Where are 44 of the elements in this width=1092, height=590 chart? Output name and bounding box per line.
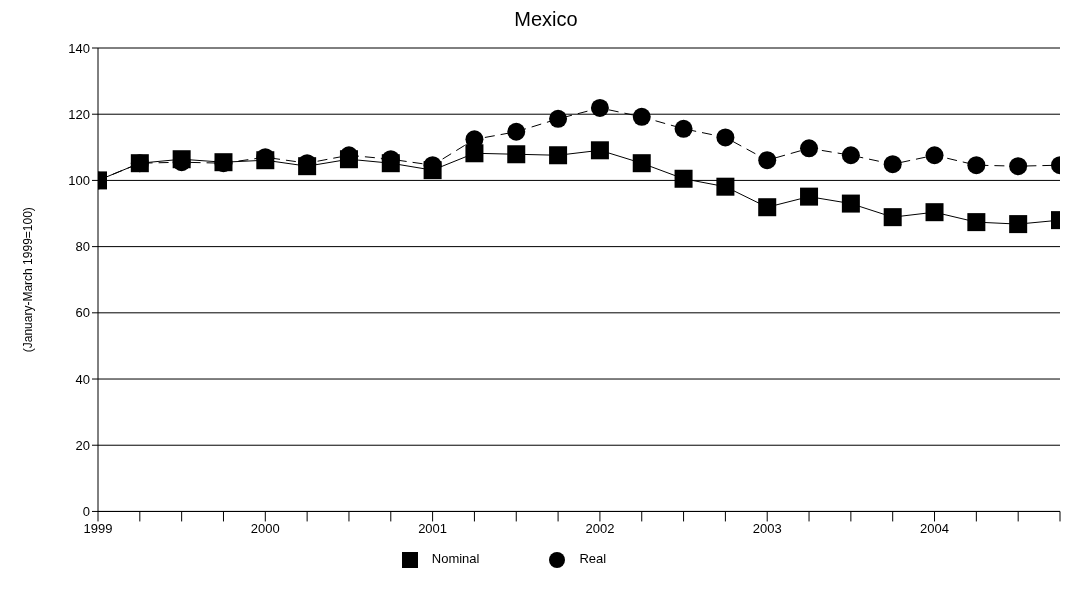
point [883, 155, 902, 174]
point [507, 145, 526, 164]
x-tick-label: 2000 [250, 520, 280, 536]
point [632, 154, 651, 173]
point [841, 146, 860, 165]
x-tick-label: 1999 [83, 520, 113, 536]
point [800, 187, 819, 206]
point [716, 128, 735, 147]
x-tick-label: 2001 [418, 520, 448, 536]
point [758, 151, 777, 170]
legend-label: Real [579, 551, 607, 567]
point [632, 107, 651, 126]
y-tick-label: 100 [68, 173, 90, 189]
y-tick-label: 80 [75, 239, 90, 255]
x-tick-label: 2004 [920, 520, 949, 536]
point [1009, 157, 1028, 176]
point [549, 109, 568, 128]
y-tick-label: 60 [75, 305, 90, 321]
point [507, 122, 526, 141]
point [925, 203, 944, 222]
point [800, 139, 819, 158]
y-tick-label: 40 [75, 371, 90, 387]
point [674, 119, 693, 138]
x-tick-label: 2002 [585, 520, 615, 536]
point [590, 141, 609, 160]
point [967, 213, 986, 232]
legend-label: Nominal [431, 551, 480, 567]
point [925, 146, 944, 165]
y-axis-title: (January-March 1999=100) [21, 207, 36, 353]
point [883, 208, 902, 227]
point [716, 177, 735, 196]
point [758, 198, 777, 217]
point [590, 98, 609, 117]
point [549, 146, 568, 165]
chart-title: Mexico [513, 8, 579, 32]
y-tick-label: 120 [68, 106, 90, 122]
y-tick-label: 140 [68, 40, 90, 56]
point [674, 169, 693, 188]
y-tick-label: 0 [82, 504, 90, 520]
x-tick-label: 2003 [752, 520, 782, 536]
point [967, 156, 986, 175]
point [841, 194, 860, 213]
y-tick-label: 20 [75, 437, 90, 453]
point [1009, 215, 1028, 234]
